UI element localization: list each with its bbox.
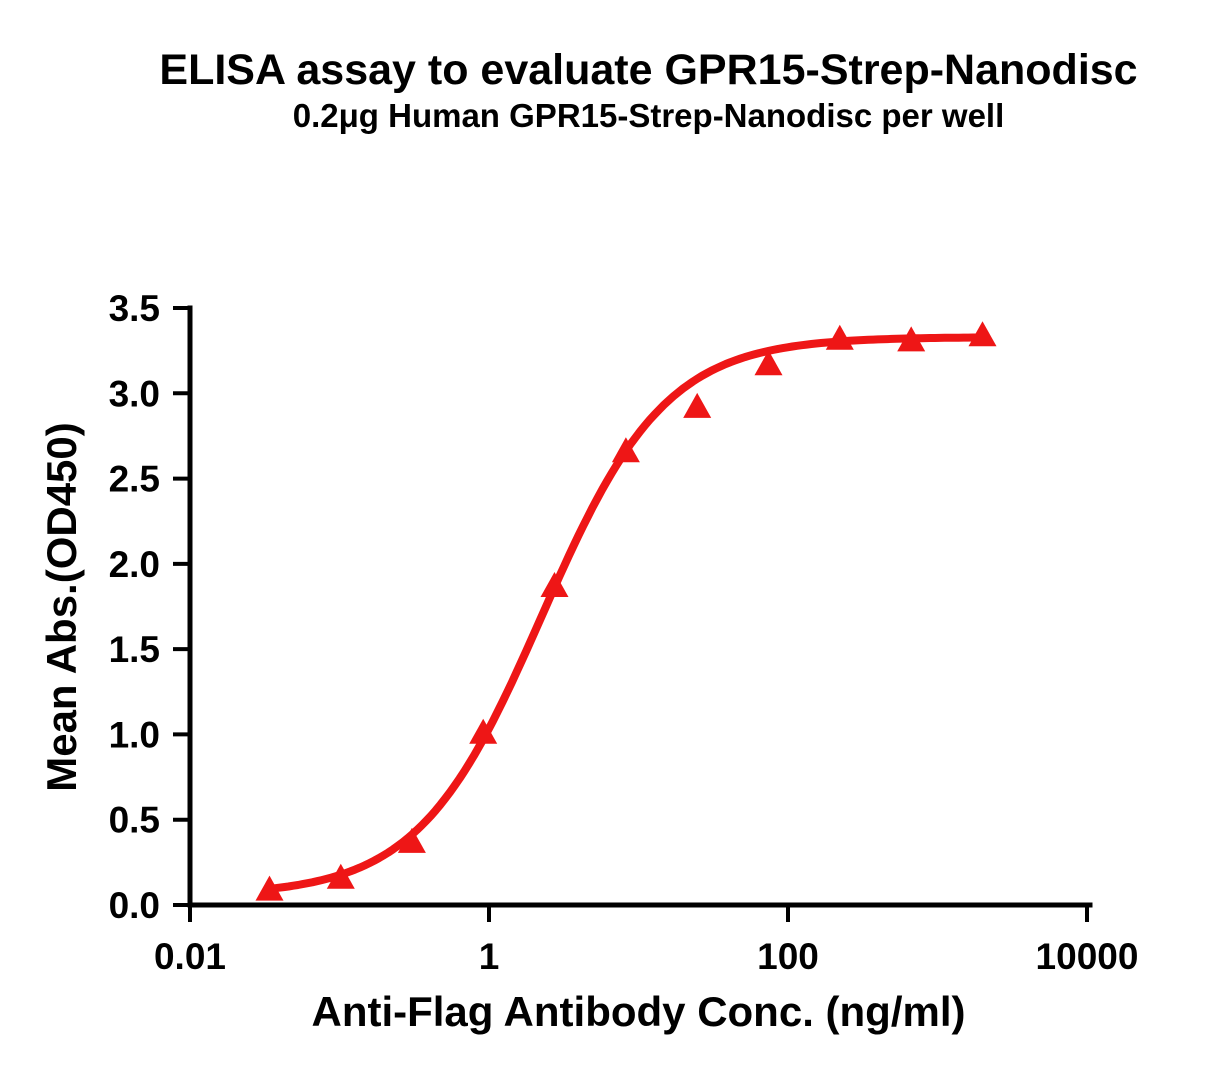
y-tick-label: 1.5: [109, 629, 160, 670]
chart-title: ELISA assay to evaluate GPR15-Strep-Nano…: [159, 46, 1138, 94]
y-tick-label: 0.0: [109, 885, 160, 926]
y-tick-label: 3.5: [109, 288, 160, 329]
data-point-marker: [968, 321, 997, 347]
data-point-marker: [683, 392, 712, 418]
x-tick-label: 10000: [1036, 936, 1139, 977]
data-point-marker: [611, 437, 640, 463]
x-tick-label: 1: [479, 936, 500, 977]
data-point-marker: [326, 863, 355, 889]
y-tick-label: 1.0: [109, 714, 160, 755]
data-point-marker: [754, 350, 783, 376]
y-tick-label: 0.5: [109, 800, 160, 841]
data-point-marker: [469, 718, 498, 744]
y-tick-label: 2.0: [109, 544, 160, 585]
x-tick-label: 0.01: [154, 936, 226, 977]
fit-curve: [265, 333, 987, 893]
data-point-marker: [540, 572, 569, 597]
y-tick-label: 3.0: [109, 373, 160, 414]
data-point-marker: [397, 827, 426, 853]
x-axis-title: Anti-Flag Antibody Conc. (ng/ml): [311, 988, 966, 1035]
data-point-marker: [825, 324, 854, 350]
chart-subtitle: 0.2μg Human GPR15-Strep-Nanodisc per wel…: [292, 97, 1005, 134]
y-tick-label: 2.5: [109, 459, 160, 500]
x-tick-label: 100: [757, 936, 819, 977]
data-point-marker: [897, 326, 926, 352]
data-point-marker: [255, 875, 284, 901]
